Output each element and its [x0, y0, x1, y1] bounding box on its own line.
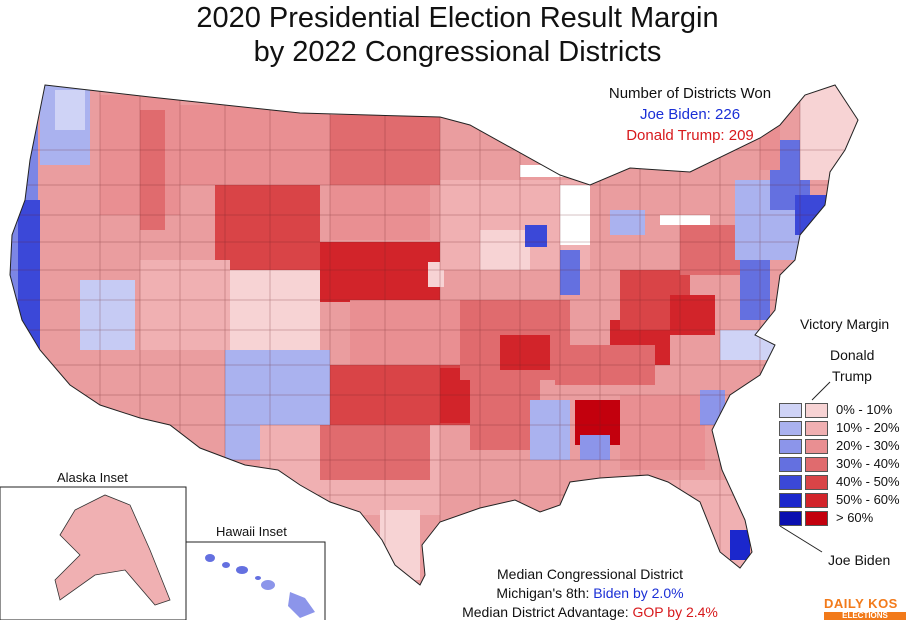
- median-heading: Median Congressional District: [497, 566, 683, 582]
- alaska-inset-label: Alaska Inset: [57, 470, 128, 485]
- legend-swatch-biden: [779, 475, 802, 490]
- legend-swatch-biden: [779, 403, 802, 418]
- map-title-line2: by 2022 Congressional Districts: [253, 36, 662, 68]
- logo-line1: DAILY KOS: [824, 596, 898, 611]
- legend-range-label: 10% - 20%: [836, 420, 900, 435]
- legend-range-label: > 60%: [836, 510, 874, 525]
- median-district-box: Median Congressional District Michigan's…: [440, 565, 740, 622]
- legend-range-label: 20% - 30%: [836, 438, 900, 453]
- legend-swatch-trump: [805, 439, 828, 454]
- median-advantage-value: GOP by 2.4%: [632, 604, 718, 620]
- legend-range-label: 0% - 10%: [836, 402, 893, 417]
- legend-swatch-biden: [779, 493, 802, 508]
- districts-won-box: Number of Districts Won Joe Biden: 226 D…: [560, 83, 820, 146]
- legend-trump-label-2: Trump: [832, 368, 872, 384]
- hawaii-islands: [205, 554, 315, 618]
- legend-range-label: 50% - 60%: [836, 492, 900, 507]
- legend-biden-label: Joe Biden: [828, 552, 891, 568]
- alaska-inset-frame: [0, 486, 187, 620]
- legend-swatch-biden: [779, 457, 802, 472]
- districts-won-heading: Number of Districts Won: [608, 85, 772, 102]
- trump-district-count: Donald Trump: 209: [626, 127, 754, 144]
- legend-swatch-biden: [779, 511, 802, 526]
- legend-swatch-trump: [805, 403, 828, 418]
- map-title-line1: 2020 Presidential Election Result Margin: [196, 2, 719, 34]
- legend-swatch-trump: [805, 493, 828, 508]
- legend-range-label: 30% - 40%: [836, 456, 900, 471]
- alaska-shape: [55, 495, 170, 605]
- median-advantage-label: Median District Advantage:: [462, 604, 633, 620]
- daily-kos-logo: DAILY KOS ELECTIONS: [824, 596, 906, 620]
- legend-swatch-biden: [779, 439, 802, 454]
- biden-district-count: Joe Biden: 226: [639, 106, 741, 123]
- hawaii-inset-frame: [186, 541, 326, 620]
- legend-swatch-trump: [805, 421, 828, 436]
- legend-swatch-trump: [805, 457, 828, 472]
- legend-swatch-trump: [805, 511, 828, 526]
- legend-title: Victory Margin: [800, 316, 890, 332]
- logo-line2: ELECTIONS: [824, 612, 906, 620]
- legend-trump-label-1: Donald: [830, 347, 875, 363]
- median-district-margin: Biden by 2.0%: [593, 585, 684, 601]
- legend-range-label: 40% - 50%: [836, 474, 900, 489]
- legend-swatch-biden: [779, 421, 802, 436]
- legend-swatch-trump: [805, 475, 828, 490]
- hawaii-inset-label: Hawaii Inset: [216, 524, 287, 539]
- median-district-name: Michigan's 8th:: [496, 585, 594, 601]
